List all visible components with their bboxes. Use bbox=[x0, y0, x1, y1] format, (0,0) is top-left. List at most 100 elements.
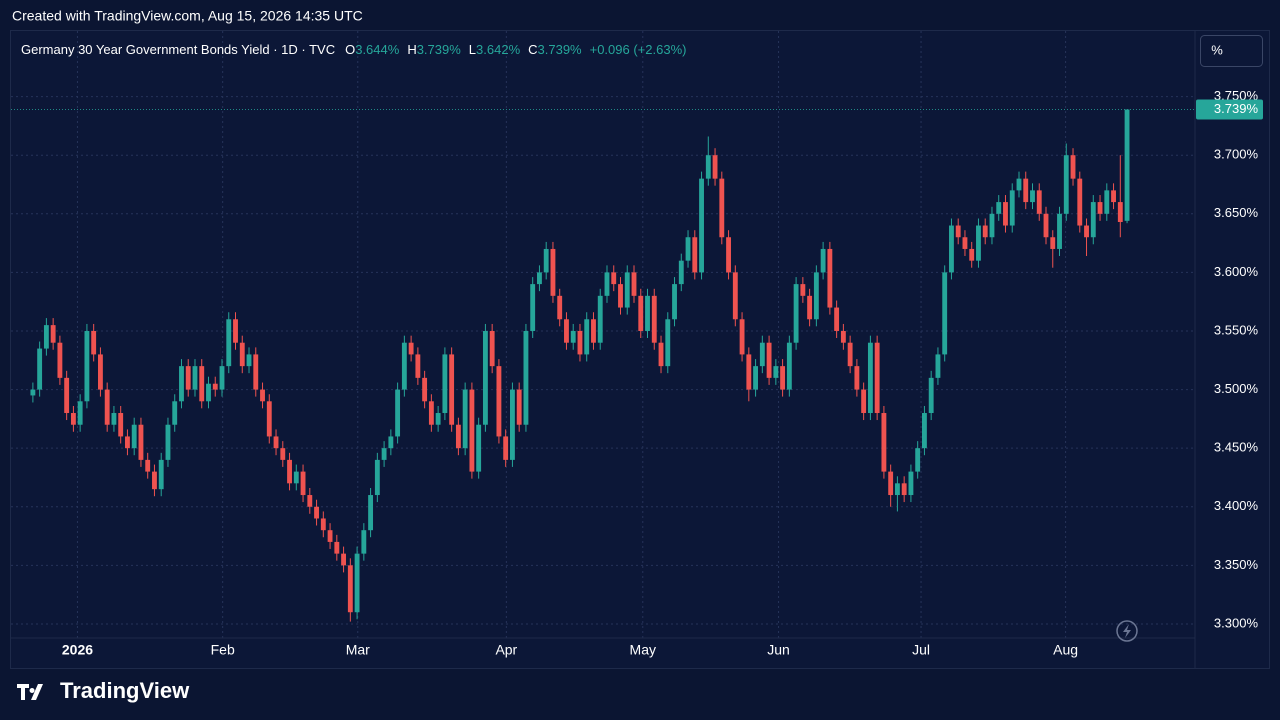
candle-body bbox=[942, 272, 948, 355]
candle-body bbox=[935, 354, 941, 378]
candle-body bbox=[476, 424, 482, 472]
candle-body bbox=[604, 272, 610, 296]
legend-value: 3.642% bbox=[476, 42, 521, 57]
candle-body bbox=[401, 342, 407, 390]
y-tick-label: 3.450% bbox=[1214, 440, 1259, 455]
y-tick-label: 3.700% bbox=[1214, 147, 1259, 162]
candle-body bbox=[118, 413, 124, 437]
candle-body bbox=[901, 483, 907, 496]
candle-body bbox=[516, 389, 522, 425]
candle-body bbox=[611, 272, 617, 285]
candle-body bbox=[618, 284, 623, 308]
logo-mark bbox=[17, 684, 43, 700]
candle-body bbox=[97, 354, 103, 390]
grid bbox=[11, 31, 1195, 638]
y-tick-label: 3.500% bbox=[1214, 381, 1259, 396]
candle-body bbox=[206, 383, 211, 402]
candle-body bbox=[428, 401, 434, 425]
candle-body bbox=[1023, 178, 1029, 203]
candle-body bbox=[1117, 202, 1123, 223]
candle-body bbox=[928, 377, 934, 414]
candle-body bbox=[692, 237, 698, 273]
candle-body bbox=[766, 342, 772, 378]
candle-body bbox=[597, 295, 603, 343]
candle-body bbox=[1070, 155, 1076, 179]
candle-body bbox=[719, 178, 725, 238]
x-tick-label: Feb bbox=[211, 642, 235, 658]
candle-body bbox=[239, 342, 245, 367]
candle-body bbox=[591, 319, 596, 343]
icon-bolt[interactable] bbox=[1123, 624, 1131, 638]
candle-body bbox=[665, 319, 671, 367]
x-tick-label: May bbox=[630, 642, 656, 658]
last-price-label: 3.739% bbox=[1214, 101, 1259, 116]
candle-body bbox=[482, 330, 488, 425]
candle-body bbox=[908, 471, 914, 496]
lightning-icon[interactable] bbox=[1116, 620, 1138, 642]
candle-body bbox=[179, 366, 184, 402]
x-tick-label: Jun bbox=[767, 642, 790, 658]
icon-circle[interactable] bbox=[1116, 620, 1138, 642]
candle-body bbox=[435, 413, 441, 425]
legend-title: Germany 30 Year Government Bonds Yield ·… bbox=[21, 42, 335, 57]
candle-body bbox=[888, 471, 894, 496]
candle-body bbox=[530, 284, 536, 331]
candle-body bbox=[1090, 202, 1096, 238]
candle-body bbox=[645, 295, 650, 331]
candle-body bbox=[976, 225, 981, 261]
candles bbox=[30, 109, 1130, 622]
candle-body bbox=[422, 377, 428, 402]
candle-body bbox=[1009, 190, 1015, 226]
candle-body bbox=[293, 471, 299, 484]
candle-body bbox=[469, 389, 475, 472]
candle-body bbox=[651, 295, 657, 343]
candle-body bbox=[955, 225, 961, 238]
candle-body bbox=[415, 354, 421, 378]
candle-body bbox=[672, 284, 677, 320]
candle-body bbox=[631, 272, 637, 296]
candle-body bbox=[145, 459, 151, 472]
unit-button[interactable]: % bbox=[1211, 42, 1223, 57]
candle-body bbox=[408, 342, 414, 355]
legend-value: 3.644% bbox=[355, 42, 400, 57]
candle-body bbox=[1084, 225, 1089, 238]
candle-body bbox=[219, 366, 225, 390]
candle-body bbox=[570, 330, 576, 343]
candle-body bbox=[564, 319, 569, 343]
candle-body bbox=[773, 366, 779, 378]
candle-body bbox=[354, 553, 360, 613]
candle-body bbox=[172, 401, 178, 425]
candle-body bbox=[260, 389, 265, 402]
candle-body bbox=[104, 389, 110, 425]
candle-body bbox=[827, 248, 833, 308]
unit-button-frame[interactable] bbox=[1200, 35, 1263, 67]
y-tick-label: 3.650% bbox=[1214, 205, 1259, 220]
x-tick-label: Aug bbox=[1053, 642, 1078, 658]
candle-body bbox=[996, 202, 1002, 214]
last-price-box bbox=[1196, 99, 1263, 120]
candle-body bbox=[813, 272, 819, 320]
chart-frame bbox=[10, 30, 1270, 669]
candle-body bbox=[982, 225, 988, 238]
legend-change: +0.096 (+2.63%) bbox=[590, 42, 687, 57]
candle-body bbox=[152, 471, 157, 490]
candle-body bbox=[131, 424, 137, 449]
candle-body bbox=[381, 448, 387, 460]
candle-body bbox=[786, 342, 792, 390]
candle-body bbox=[489, 330, 495, 367]
candle-body bbox=[226, 319, 232, 367]
candle-body bbox=[989, 213, 995, 238]
candle-body bbox=[1063, 155, 1069, 214]
candle-body bbox=[442, 354, 448, 414]
candle-body bbox=[280, 448, 286, 460]
candle-body bbox=[949, 225, 954, 273]
candle-body bbox=[962, 237, 968, 249]
candle-body bbox=[854, 366, 860, 390]
candle-body bbox=[287, 459, 292, 484]
candle-body bbox=[57, 342, 63, 378]
candle-body bbox=[70, 413, 76, 425]
candle-body bbox=[455, 424, 461, 449]
legend-key: L bbox=[469, 42, 476, 57]
y-tick-label: 3.750% bbox=[1214, 88, 1259, 103]
candle-body bbox=[658, 342, 664, 367]
